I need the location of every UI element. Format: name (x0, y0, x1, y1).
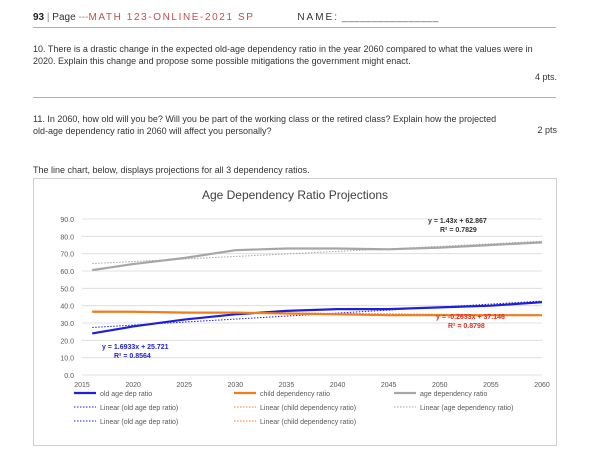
y-tick-label: 30.0 (60, 321, 74, 328)
course-title: MATH 123-ONLINE-2021 SP (88, 12, 255, 23)
line-chart: Age Dependency Ratio Projections 0.0 10.0 2… (60, 188, 550, 426)
x-tick-label: 2025 (176, 382, 192, 389)
x-tick-label: 2050 (432, 382, 448, 389)
y-tick-label: 50.0 (60, 286, 74, 293)
header-separator: | (46, 12, 53, 23)
y-tick-label: 80.0 (60, 234, 74, 241)
name-blank: ________________ (341, 12, 439, 23)
trendline-equation: y = 1.6933x + 25.721 (102, 344, 169, 351)
legend-label: Linear (old age dep ratio) (100, 419, 178, 426)
chart-container: Age Dependency Ratio Projections 0.0 10.0 2… (33, 178, 557, 446)
question-10: 10. There is a drastic change in the exp… (33, 44, 533, 66)
question-11: 11. In 2060, how old will you be? Will y… (33, 114, 497, 136)
series-line (92, 301, 543, 335)
y-tick-label: 70.0 (60, 252, 74, 259)
y-tick-label: 60.0 (60, 269, 74, 276)
question-10-points: 4 pts. (534, 72, 557, 82)
y-tick-label: 20.0 (60, 338, 74, 345)
page-number: 93 (33, 12, 45, 23)
legend-label: Linear (old age dep ratio) (100, 405, 178, 412)
x-tick-label: 2060 (534, 382, 550, 389)
question-10-rule (33, 97, 556, 98)
legend-label: old age dep ratio (100, 391, 152, 398)
y-tick-label: 0.0 (64, 373, 74, 380)
page-label: Page (52, 12, 76, 23)
y-tick-label: 40.0 (60, 304, 74, 311)
legend-label: Linear (age dependency ratio) (420, 405, 513, 412)
page-header: 93 | Page ---MATH 123-ONLINE-2021 SP NAM… (33, 12, 439, 23)
series-line (92, 310, 542, 317)
legend-label: child dependency ratio (260, 391, 330, 398)
chart-intro: The line chart, below, displays projecti… (33, 165, 310, 175)
trendline-equation: y = -0.2633x + 37.146 (436, 314, 505, 321)
name-label: NAME: (297, 12, 339, 23)
y-tick-label: 10.0 (60, 356, 74, 363)
legend-label: age dependency ratio (420, 391, 487, 398)
trendline-r-squared: R² = 0.8564 (114, 353, 151, 360)
legend-label: Linear (child dependency ratio) (260, 419, 356, 426)
header-dashes: --- (78, 12, 89, 23)
x-tick-label: 2045 (381, 382, 397, 389)
x-tick-label: 2055 (483, 382, 499, 389)
legend-label: Linear (child dependency ratio) (260, 405, 356, 412)
trendline-equation: y = 1.43x + 62.867 (428, 218, 487, 225)
trendline-r-squared: R² = 0.8798 (448, 323, 485, 330)
chart-title: Age Dependency Ratio Projections (202, 188, 388, 202)
header-rule (33, 27, 556, 28)
x-tick-label: 2015 (74, 382, 90, 389)
y-tick-label: 90.0 (60, 217, 74, 224)
series-line (92, 241, 543, 272)
x-tick-label: 2035 (279, 382, 295, 389)
x-tick-label: 2040 (330, 382, 346, 389)
x-tick-label: 2030 (228, 382, 244, 389)
trendline-r-squared: R² = 0.7829 (440, 227, 477, 234)
x-tick-label: 2020 (125, 382, 141, 389)
question-11-points: 2 pts (537, 125, 557, 135)
